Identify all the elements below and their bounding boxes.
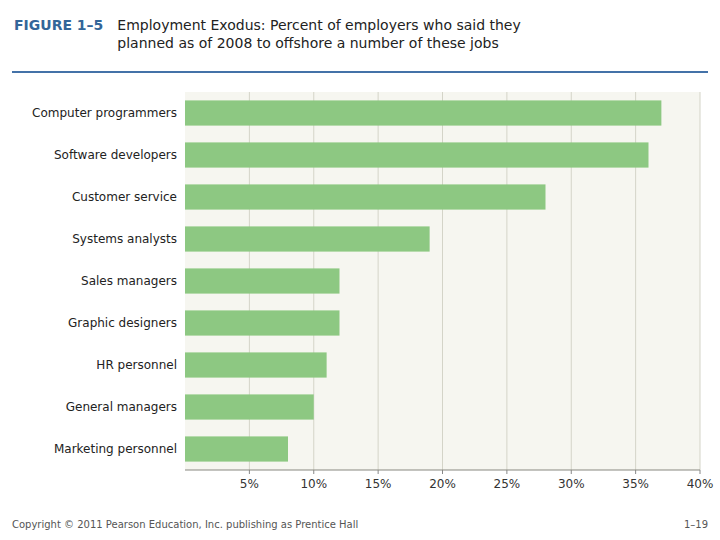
x-axis-line bbox=[185, 470, 700, 471]
separator bbox=[12, 71, 708, 73]
category-label: General managers bbox=[66, 400, 177, 414]
grid-line bbox=[700, 92, 701, 470]
plot-background bbox=[185, 92, 700, 470]
category-label: Sales managers bbox=[81, 274, 177, 288]
tick-label: 20% bbox=[429, 477, 456, 491]
category-label: Software developers bbox=[54, 148, 177, 162]
figure-label: FIGURE 1–5 bbox=[14, 17, 103, 33]
category-label: HR personnel bbox=[96, 358, 177, 372]
bar bbox=[185, 310, 340, 335]
category-label: Computer programmers bbox=[32, 106, 177, 120]
tick-mark bbox=[313, 470, 314, 474]
bars bbox=[185, 100, 661, 461]
footer-left: Copyright © 2011 Pearson Education, Inc.… bbox=[12, 519, 358, 530]
bar bbox=[185, 100, 661, 125]
tick-mark bbox=[442, 470, 443, 474]
bar bbox=[185, 394, 314, 419]
bar bbox=[185, 436, 288, 461]
tick-mark bbox=[700, 470, 701, 474]
footer-right: 1–19 bbox=[684, 519, 708, 530]
category-label: Marketing personnel bbox=[54, 442, 177, 456]
category-label: Systems analysts bbox=[72, 232, 177, 246]
tick-mark bbox=[506, 470, 507, 474]
tick-mark bbox=[249, 470, 250, 474]
tick-label: 25% bbox=[494, 477, 521, 491]
tick-label: 15% bbox=[365, 477, 392, 491]
category-label: Customer service bbox=[72, 190, 177, 204]
tick-label: 30% bbox=[558, 477, 585, 491]
tick-mark bbox=[571, 470, 572, 474]
tick-label: 40% bbox=[687, 477, 714, 491]
title: Employment Exodus: Percent of employers … bbox=[117, 17, 520, 51]
bar bbox=[185, 352, 327, 377]
bar bbox=[185, 142, 649, 167]
tick-label: 5% bbox=[240, 477, 259, 491]
category-label: Graphic designers bbox=[68, 316, 177, 330]
bar bbox=[185, 268, 340, 293]
bar bbox=[185, 184, 546, 209]
tick-label: 10% bbox=[300, 477, 327, 491]
tick-mark bbox=[378, 470, 379, 474]
chart: FIGURE 1–5 Employment Exodus: Percent of … bbox=[0, 0, 720, 540]
tick-mark bbox=[635, 470, 636, 474]
tick-label: 35% bbox=[622, 477, 649, 491]
bar bbox=[185, 226, 430, 251]
